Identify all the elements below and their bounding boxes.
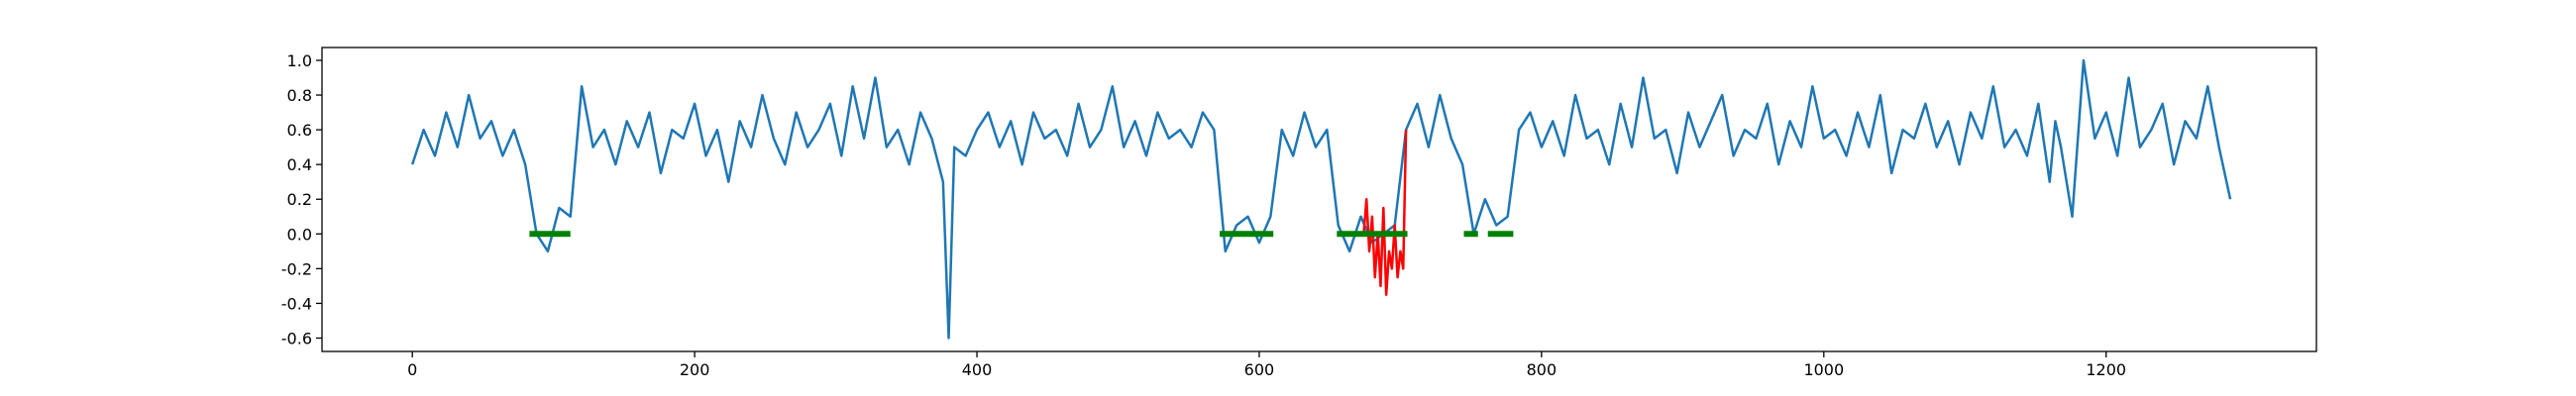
- x-tick-label: 600: [1244, 360, 1275, 379]
- x-tick-label: 400: [962, 360, 993, 379]
- x-tick-label: 1000: [1803, 360, 1844, 379]
- y-tick-label: 0.8: [287, 86, 312, 105]
- y-tick-label: -0.6: [281, 329, 312, 347]
- y-tick-label: 1.0: [287, 51, 312, 70]
- axes-frame: [321, 47, 2317, 352]
- x-tick-label: 200: [680, 360, 710, 379]
- y-tick-label: 0.4: [287, 155, 312, 174]
- x-tick-label: 800: [1527, 360, 1557, 379]
- x-tick-label: 0: [407, 360, 417, 379]
- series-line: [410, 58, 2232, 340]
- y-tick-label: -0.2: [281, 259, 312, 278]
- series-line: [1362, 130, 1408, 296]
- y-tick-label: 0.6: [287, 121, 312, 140]
- x-tick-label: 1200: [2086, 360, 2126, 379]
- y-tick-label: 0.2: [287, 190, 312, 209]
- y-tick-label: 0.0: [287, 225, 312, 244]
- y-tick-label: -0.4: [281, 294, 312, 313]
